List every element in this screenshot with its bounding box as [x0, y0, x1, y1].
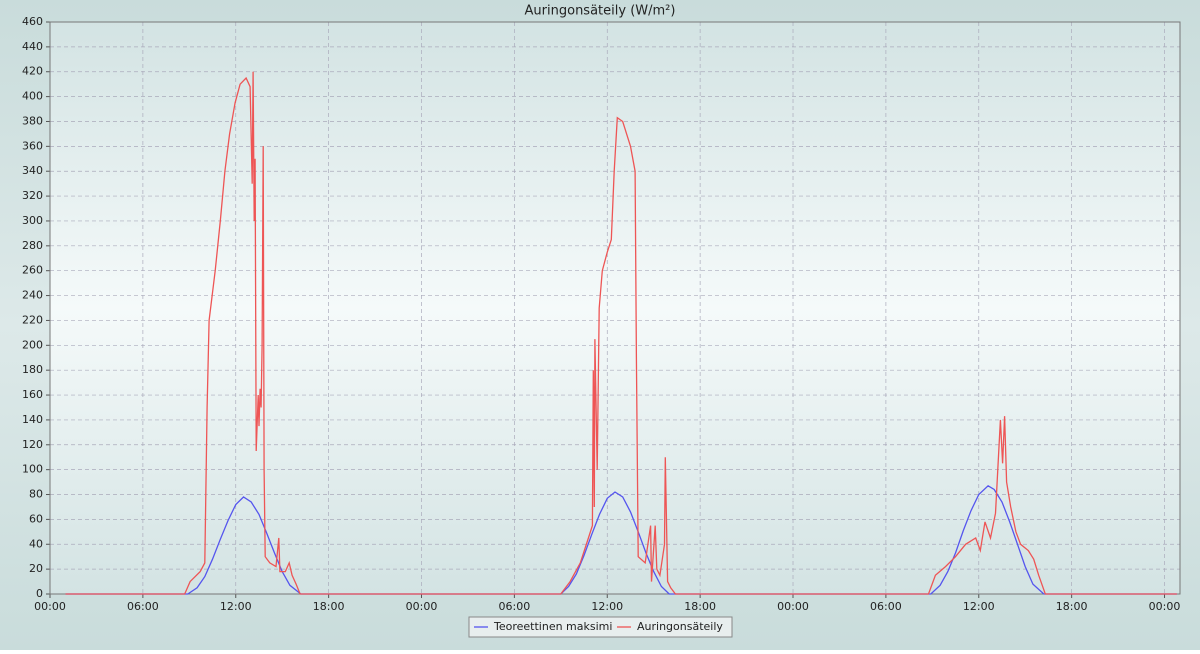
y-tick-label: 40 — [29, 537, 43, 550]
legend: Teoreettinen maksimi Auringonsäteily — [468, 616, 733, 638]
y-tick-label: 300 — [22, 214, 43, 227]
y-tick-label: 380 — [22, 114, 43, 127]
y-tick-label: 100 — [22, 463, 43, 476]
y-tick-label: 140 — [22, 413, 43, 426]
y-tick-label: 160 — [22, 388, 43, 401]
y-tick-label: 240 — [22, 289, 43, 302]
x-tick-label: 12:00 — [963, 600, 995, 613]
y-tick-label: 360 — [22, 139, 43, 152]
y-tick-label: 220 — [22, 313, 43, 326]
plot-area — [50, 22, 1180, 594]
series-line — [65, 484, 1177, 595]
y-tick-label: 440 — [22, 40, 43, 53]
x-tick-label: 00:00 — [406, 600, 438, 613]
x-tick-label: 18:00 — [684, 600, 716, 613]
y-tick-label: 20 — [29, 562, 43, 575]
y-tick-label: 200 — [22, 338, 43, 351]
y-tick-label: 80 — [29, 488, 43, 501]
y-tick-label: 180 — [22, 363, 43, 376]
x-tick-label: 12:00 — [591, 600, 623, 613]
chart-title: Auringonsäteily (W/m²) — [525, 4, 676, 19]
x-tick-label: 00:00 — [777, 600, 809, 613]
y-tick-label: 0 — [36, 587, 43, 600]
y-tick-label: 460 — [22, 15, 43, 28]
y-tick-label: 340 — [22, 164, 43, 177]
y-tick-label: 260 — [22, 264, 43, 277]
x-tick-label: 06:00 — [870, 600, 902, 613]
x-tick-label: 18:00 — [313, 600, 345, 613]
x-tick-label: 12:00 — [220, 600, 252, 613]
y-tick-label: 60 — [29, 512, 43, 525]
legend-label: Teoreettinen maksimi — [493, 620, 612, 633]
y-tick-label: 400 — [22, 90, 43, 103]
legend-box — [468, 616, 733, 638]
x-tick-label: 06:00 — [499, 600, 531, 613]
y-tick-label: 280 — [22, 239, 43, 252]
y-tick-label: 320 — [22, 189, 43, 202]
y-tick-label: 420 — [22, 65, 43, 78]
x-tick-label: 06:00 — [127, 600, 159, 613]
x-tick-label: 18:00 — [1056, 600, 1088, 613]
y-tick-label: 120 — [22, 438, 43, 451]
x-tick-label: 00:00 — [1149, 600, 1181, 613]
plot-border — [49, 21, 1181, 595]
legend-label: Auringonsäteily — [637, 620, 723, 633]
series-line — [65, 71, 1177, 595]
x-tick-label: 00:00 — [34, 600, 66, 613]
